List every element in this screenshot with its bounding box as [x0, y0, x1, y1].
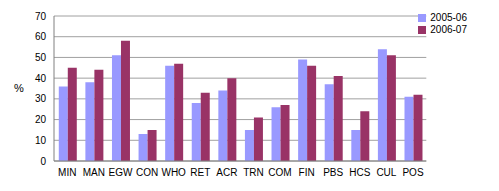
svg-text:10: 10 [35, 135, 47, 146]
svg-text:0: 0 [40, 156, 46, 167]
svg-text:20: 20 [35, 114, 47, 125]
svg-text:50: 50 [35, 52, 47, 63]
svg-text:40: 40 [35, 73, 47, 84]
svg-text:TRN: TRN [243, 167, 264, 178]
svg-text:FIN: FIN [299, 167, 315, 178]
svg-text:COM: COM [268, 167, 291, 178]
svg-text:CON: CON [136, 167, 158, 178]
svg-text:30: 30 [35, 93, 47, 104]
svg-text:WHO: WHO [161, 167, 186, 178]
svg-text:CUL: CUL [376, 167, 396, 178]
svg-text:70: 70 [35, 11, 47, 22]
html-text:2006-07: 2006-07 [430, 24, 467, 35]
svg-text:MAN: MAN [83, 167, 105, 178]
svg-text:POS: POS [402, 167, 423, 178]
svg-text:MIN: MIN [58, 167, 76, 178]
svg-text:PBS: PBS [323, 167, 343, 178]
svg-text:%: % [14, 82, 24, 94]
svg-text:RET: RET [190, 167, 210, 178]
svg-text:60: 60 [35, 31, 47, 42]
html-text:2005-06: 2005-06 [430, 12, 467, 23]
svg-text:ACR: ACR [216, 167, 237, 178]
svg-text:EGW: EGW [109, 167, 133, 178]
svg-text:HCS: HCS [349, 167, 370, 178]
